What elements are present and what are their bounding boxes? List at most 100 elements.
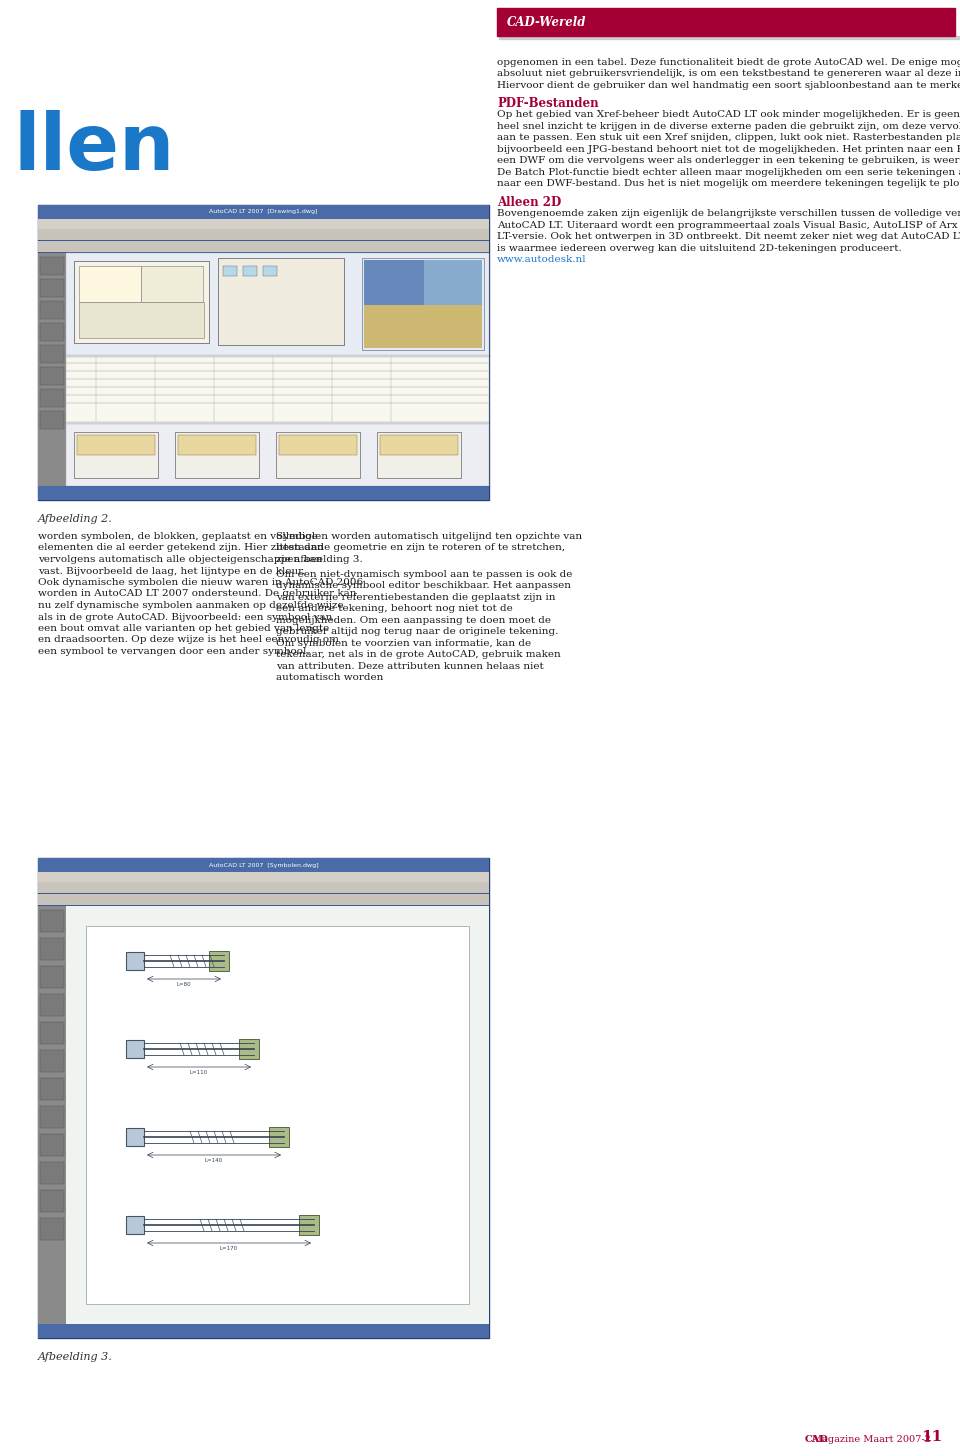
Bar [175,432,259,478]
Bar [424,261,482,306]
Text: elementen die al eerder getekend zijn. Hier zitten dan: elementen die al eerder getekend zijn. H… [38,543,324,552]
Bar [269,1127,289,1147]
Bar [40,1107,64,1128]
Bar [40,1190,64,1211]
Bar [38,205,489,499]
Bar [141,266,203,301]
Text: als in de grote AutoCAD. Bijvoorbeeld: een symbool van: als in de grote AutoCAD. Bijvoorbeeld: e… [38,613,332,622]
Bar [40,389,64,408]
Text: AutoCAD LT. Uiteraard wordt een programmeertaal zoals Visual Basic, AutoLISP of : AutoCAD LT. Uiteraard wordt een programm… [497,221,960,230]
Text: PDF-Bestanden: PDF-Bestanden [497,98,599,111]
Text: Hiervoor dient de gebruiker dan wel handmatig een soort sjabloonbestand aan te m: Hiervoor dient de gebruiker dan wel hand… [497,82,960,90]
Bar [497,7,955,36]
Bar [66,906,489,1324]
Text: Ook dynamische symbolen die nieuw waren in AutoCAD 2006: Ook dynamische symbolen die nieuw waren … [38,578,363,587]
Bar [299,1214,319,1235]
Bar [40,345,64,363]
Bar [40,1219,64,1241]
Text: bijvoorbeeld een JPG-bestand behoort niet tot de mogelijkheden. Het printen naar: bijvoorbeeld een JPG-bestand behoort nie… [497,144,960,153]
Bar [38,229,489,240]
Text: LT-versie. Ook het ontwerpen in 3D ontbreekt. Dit neemt zeker niet weg dat AutoC: LT-versie. Ook het ontwerpen in 3D ontbr… [497,233,960,242]
Text: L=170: L=170 [220,1246,238,1251]
Bar [279,435,357,454]
Text: L=140: L=140 [204,1158,223,1163]
Text: een DWF om die vervolgens weer als onderlegger in een tekening te gebruiken, is : een DWF om die vervolgens weer als onder… [497,156,960,165]
Text: L=80: L=80 [177,981,191,987]
Bar [38,218,489,229]
Bar [38,486,489,499]
Text: www.autodesk.nl: www.autodesk.nl [497,255,587,265]
Text: 11: 11 [921,1430,942,1444]
Bar [263,266,277,277]
Bar [243,266,257,277]
Text: Afbeelding 3.: Afbeelding 3. [38,1353,112,1361]
Bar [126,1128,144,1146]
Bar [86,926,469,1305]
Bar [364,261,425,306]
Text: mogelijkheden. Om een aanpassing te doen moet de: mogelijkheden. Om een aanpassing te doen… [276,616,551,625]
Bar [38,242,489,252]
Text: CAD: CAD [805,1436,828,1444]
Bar [209,951,229,971]
Bar [178,435,256,454]
Text: naar een DWF-bestand. Dus het is niet mogelijk om meerdere tekeningen tegelijk t: naar een DWF-bestand. Dus het is niet mo… [497,179,960,188]
Bar [377,432,461,478]
Bar [40,910,64,932]
Bar [66,253,489,355]
Text: heel snel inzicht te krijgen in de diverse externe paden die gebruikt zijn, om d: heel snel inzicht te krijgen in de diver… [497,122,960,131]
Text: Symbolen worden automatisch uitgelijnd ten opzichte van: Symbolen worden automatisch uitgelijnd t… [276,531,582,542]
Text: is waarmee iedereen overweg kan die uitsluitend 2D-tekeningen produceert.: is waarmee iedereen overweg kan die uits… [497,243,901,253]
Text: CAD-Wereld: CAD-Wereld [507,16,587,29]
Bar [77,435,155,454]
Bar [40,1022,64,1044]
Text: Alleen 2D: Alleen 2D [497,197,562,210]
Bar [79,266,141,301]
Text: llen: llen [13,111,175,186]
Bar [38,894,489,906]
Bar [40,938,64,960]
Bar [499,36,959,39]
Bar [38,882,489,893]
Bar [126,952,144,970]
Text: Bovengenoemde zaken zijn eigenlijk de belangrijkste verschillen tussen de volled: Bovengenoemde zaken zijn eigenlijk de be… [497,210,960,218]
Bar [66,253,489,486]
Bar [380,435,458,454]
Bar [38,253,66,486]
Bar [364,304,482,348]
Bar [38,205,489,218]
Bar [40,1077,64,1099]
Bar [40,367,64,384]
Bar [40,965,64,989]
Bar [38,872,489,882]
Text: Om een niet-dynamisch symbool aan te passen is ook de: Om een niet-dynamisch symbool aan te pas… [276,569,572,579]
Text: AutoCAD LT 2007  [Drawing1.dwg]: AutoCAD LT 2007 [Drawing1.dwg] [209,210,318,214]
Text: nu zelf dynamische symbolen aanmaken op dezelfde wijze: nu zelf dynamische symbolen aanmaken op … [38,601,344,610]
Bar [126,1040,144,1059]
Bar [38,1324,489,1338]
Bar [38,858,489,1338]
Text: worden in AutoCAD LT 2007 ondersteund. De gebruiker kan: worden in AutoCAD LT 2007 ondersteund. D… [38,590,356,598]
Bar [40,280,64,297]
Bar [40,1134,64,1156]
Text: zie afbeelding 3.: zie afbeelding 3. [276,555,363,563]
Bar [276,432,360,478]
Text: een bout omvat alle varianten op het gebied van lengte: een bout omvat alle varianten op het geb… [38,625,329,633]
Bar [40,994,64,1016]
Bar [66,424,489,486]
Text: opgenomen in een tabel. Deze functionaliteit biedt de grote AutoCAD wel. De enig: opgenomen in een tabel. Deze functionali… [497,58,960,67]
Bar [40,301,64,319]
Text: Om symbolen te voorzien van informatie, kan de: Om symbolen te voorzien van informatie, … [276,639,531,648]
Bar [40,411,64,430]
Bar [40,1162,64,1184]
Text: worden symbolen, de blokken, geplaatst en volledige: worden symbolen, de blokken, geplaatst e… [38,531,318,542]
Bar [223,266,237,277]
Bar [239,1040,259,1059]
Text: van externe referentiebestanden die geplaatst zijn in: van externe referentiebestanden die gepl… [276,593,556,601]
Text: Magazine Maart 2007-2: Magazine Maart 2007-2 [812,1436,931,1444]
Text: bestaande geometrie en zijn te roteren of te stretchen,: bestaande geometrie en zijn te roteren o… [276,543,565,552]
Bar [40,323,64,341]
Text: absoluut niet gebruikersvriendelijk, is om een tekstbestand te genereren waar al: absoluut niet gebruikersvriendelijk, is … [497,70,960,79]
Bar [40,1050,64,1072]
Text: dynamische symbool editor beschikbaar. Het aanpassen: dynamische symbool editor beschikbaar. H… [276,581,571,591]
Text: vast. Bijvoorbeeld de laag, het lijntype en de kleur.: vast. Bijvoorbeeld de laag, het lijntype… [38,566,305,575]
